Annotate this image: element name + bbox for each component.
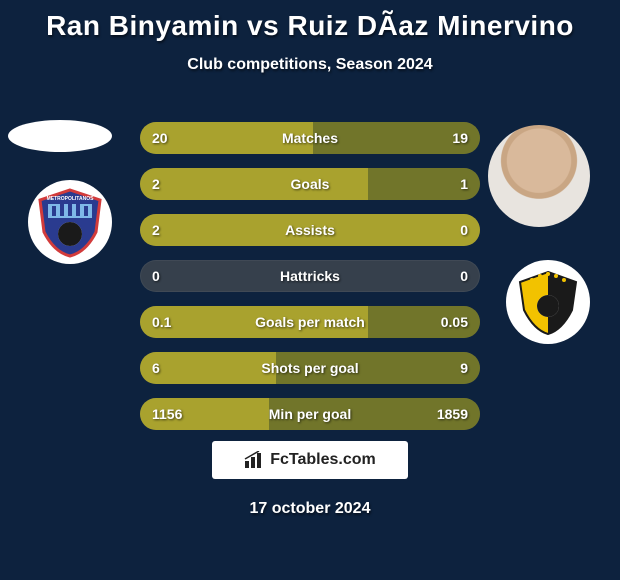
stat-row-assists: 20Assists: [140, 214, 480, 246]
stat-metric-label: Shots per goal: [140, 352, 480, 384]
stat-metric-label: Hattricks: [140, 260, 480, 292]
fctables-logo-icon: [244, 451, 264, 469]
stat-metric-label: Goals: [140, 168, 480, 200]
stat-row-matches: 2019Matches: [140, 122, 480, 154]
stat-metric-label: Matches: [140, 122, 480, 154]
stat-row-min-per-goal: 11561859Min per goal: [140, 398, 480, 430]
stat-row-shots-per-goal: 69Shots per goal: [140, 352, 480, 384]
stat-row-goals-per-match: 0.10.05Goals per match: [140, 306, 480, 338]
club1-crest-icon: METROPOLITANOS: [34, 186, 106, 258]
player2-avatar: [488, 125, 590, 227]
club2-crest-icon: [512, 266, 584, 338]
page-title: Ran Binyamin vs Ruiz DÃ­az Minervino: [0, 0, 620, 42]
club1-crest: METROPOLITANOS: [28, 180, 112, 264]
club2-crest: [506, 260, 590, 344]
player1-avatar: [8, 120, 112, 152]
stat-row-hattricks: 00Hattricks: [140, 260, 480, 292]
player2-face-icon: [488, 125, 590, 227]
stat-metric-label: Min per goal: [140, 398, 480, 430]
page-subtitle: Club competitions, Season 2024: [0, 56, 620, 74]
stat-bars: 2019Matches 21Goals 20Assists 00Hattricks 0.…: [140, 122, 480, 444]
svg-text:METROPOLITANOS: METROPOLITANOS: [47, 196, 95, 202]
stat-metric-label: Goals per match: [140, 306, 480, 338]
fctables-text: FcTables.com: [270, 451, 376, 469]
stat-row-goals: 21Goals: [140, 168, 480, 200]
fctables-badge: FcTables.com: [212, 441, 408, 479]
footer-date: 17 october 2024: [0, 500, 620, 518]
stat-metric-label: Assists: [140, 214, 480, 246]
